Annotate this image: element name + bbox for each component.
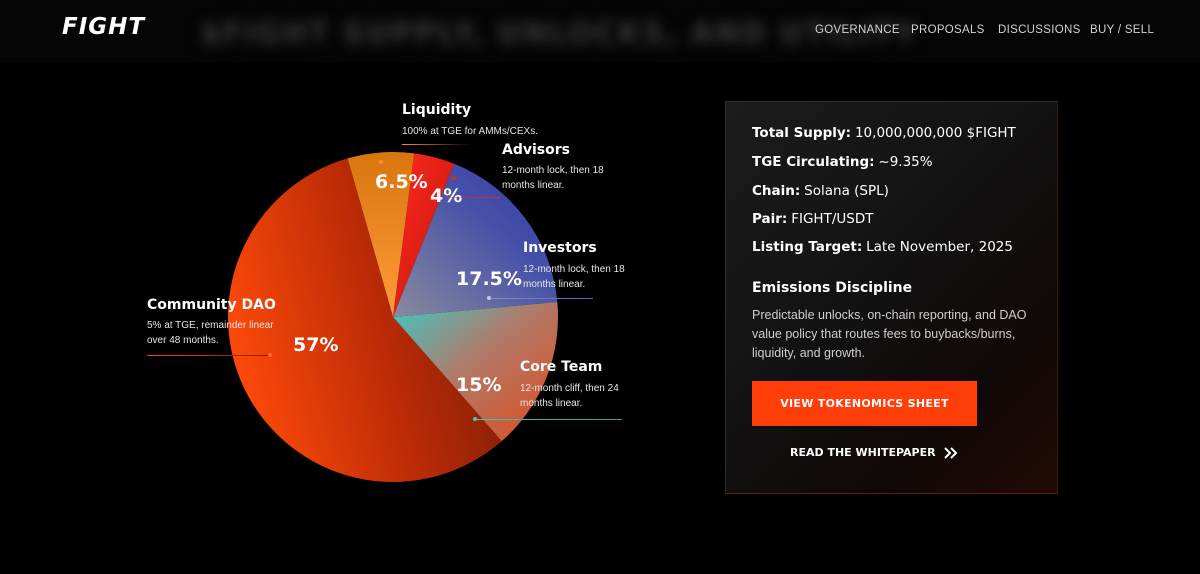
advisors-percent: 4%: [430, 185, 463, 207]
core-team-description-line-2: months linear.: [520, 398, 583, 409]
advisors-label: Advisors: [502, 142, 570, 158]
community-dao-description-line-1: 5% at TGE, remainder linear: [147, 320, 274, 331]
investors-percent: 17.5%: [456, 268, 522, 290]
stat-chain: Chain: Solana (SPL): [752, 182, 889, 199]
view-tokenomics-sheet-button[interactable]: VIEW TOKENOMICS SHEET: [752, 381, 977, 426]
token-info-panel: Total Supply: 10,000,000,000 $FIGHT TGE …: [725, 101, 1058, 494]
community-percent: 57%: [293, 334, 339, 356]
nav-discussions[interactable]: DISCUSSIONS: [998, 24, 1081, 36]
allocation-pie-chart: [228, 152, 558, 482]
advisors-description-line-2: months linear.: [502, 180, 565, 191]
liquidity-percent: 6.5%: [375, 171, 428, 193]
community-dao-description-line-2: over 48 months.: [147, 335, 219, 346]
read-whitepaper-link[interactable]: READ THE WHITEPAPER: [790, 446, 958, 459]
investors-leader-line: [488, 298, 593, 299]
stat-pair: Pair: FIGHT/USDT: [752, 210, 873, 227]
liquidity-label: Liquidity: [402, 102, 472, 118]
nav-buy-sell[interactable]: BUY / SELL: [1090, 24, 1155, 36]
liquidity-leader-line: [402, 144, 472, 145]
read-whitepaper-label: READ THE WHITEPAPER: [790, 446, 936, 459]
core-team-percent: 15%: [456, 374, 502, 396]
community-dao-label: Community DAO: [147, 297, 276, 313]
top-navigation-bar: [0, 0, 1200, 62]
stat-label: Listing Target:: [752, 239, 863, 255]
core-team-leader-line: [474, 419, 622, 420]
stat-value: FIGHT/USDT: [791, 211, 874, 227]
investors-description-line-2: months linear.: [523, 279, 586, 290]
stat-tge-circulating: TGE Circulating: ~9.35%: [752, 153, 933, 170]
core-team-label: Core Team: [520, 359, 603, 375]
advisors-marker: [452, 176, 456, 180]
advisors-slice: [393, 153, 455, 317]
liquidity-slice: [347, 152, 415, 317]
stat-value: Solana (SPL): [804, 183, 889, 199]
stat-total-supply: Total Supply: 10,000,000,000 $FIGHT: [752, 124, 1016, 141]
stat-value: Late November, 2025: [866, 239, 1013, 255]
investors-label: Investors: [523, 240, 597, 256]
double-chevron-right-icon: [943, 446, 957, 459]
nav-governance[interactable]: GOVERNANCE: [815, 24, 900, 36]
stat-label: Chain:: [752, 183, 801, 199]
community-dao-slice: [228, 158, 502, 482]
stat-label: TGE Circulating:: [752, 154, 875, 170]
core-team-description-line-1: 12-month cliff, then 24: [520, 383, 619, 394]
community-dao-marker: [268, 353, 272, 357]
stat-value: 10,000,000,000 $FIGHT: [854, 125, 1016, 141]
stat-value: ~9.35%: [878, 154, 933, 170]
advisors-leader-line: [440, 197, 500, 198]
investors-slice: [393, 163, 558, 317]
fight-logo[interactable]: FIGHT: [62, 14, 146, 40]
nav-proposals[interactable]: PROPOSALS: [911, 24, 985, 36]
emissions-body: Predictable unlocks, on-chain reporting,…: [752, 308, 1027, 360]
stat-label: Total Supply:: [752, 125, 852, 141]
liquidity-marker: [379, 160, 383, 164]
page-title: $FIGHT SUPPLY, UNLOCKS, AND UTILITY: [200, 16, 918, 50]
advisors-description-line-1: 12-month lock, then 18: [502, 165, 604, 176]
emissions-title: Emissions Discipline: [752, 280, 913, 296]
core-team-marker: [473, 417, 477, 421]
core-team-slice: [393, 302, 558, 442]
investors-marker: [487, 296, 491, 300]
stat-listing-target: Listing Target: Late November, 2025: [752, 238, 1013, 255]
investors-description-line-1: 12-month lock, then 18: [523, 264, 625, 275]
community-dao-leader-line: [147, 355, 272, 356]
liquidity-description: 100% at TGE for AMMs/CEXs.: [402, 126, 538, 137]
stat-label: Pair:: [752, 211, 788, 227]
